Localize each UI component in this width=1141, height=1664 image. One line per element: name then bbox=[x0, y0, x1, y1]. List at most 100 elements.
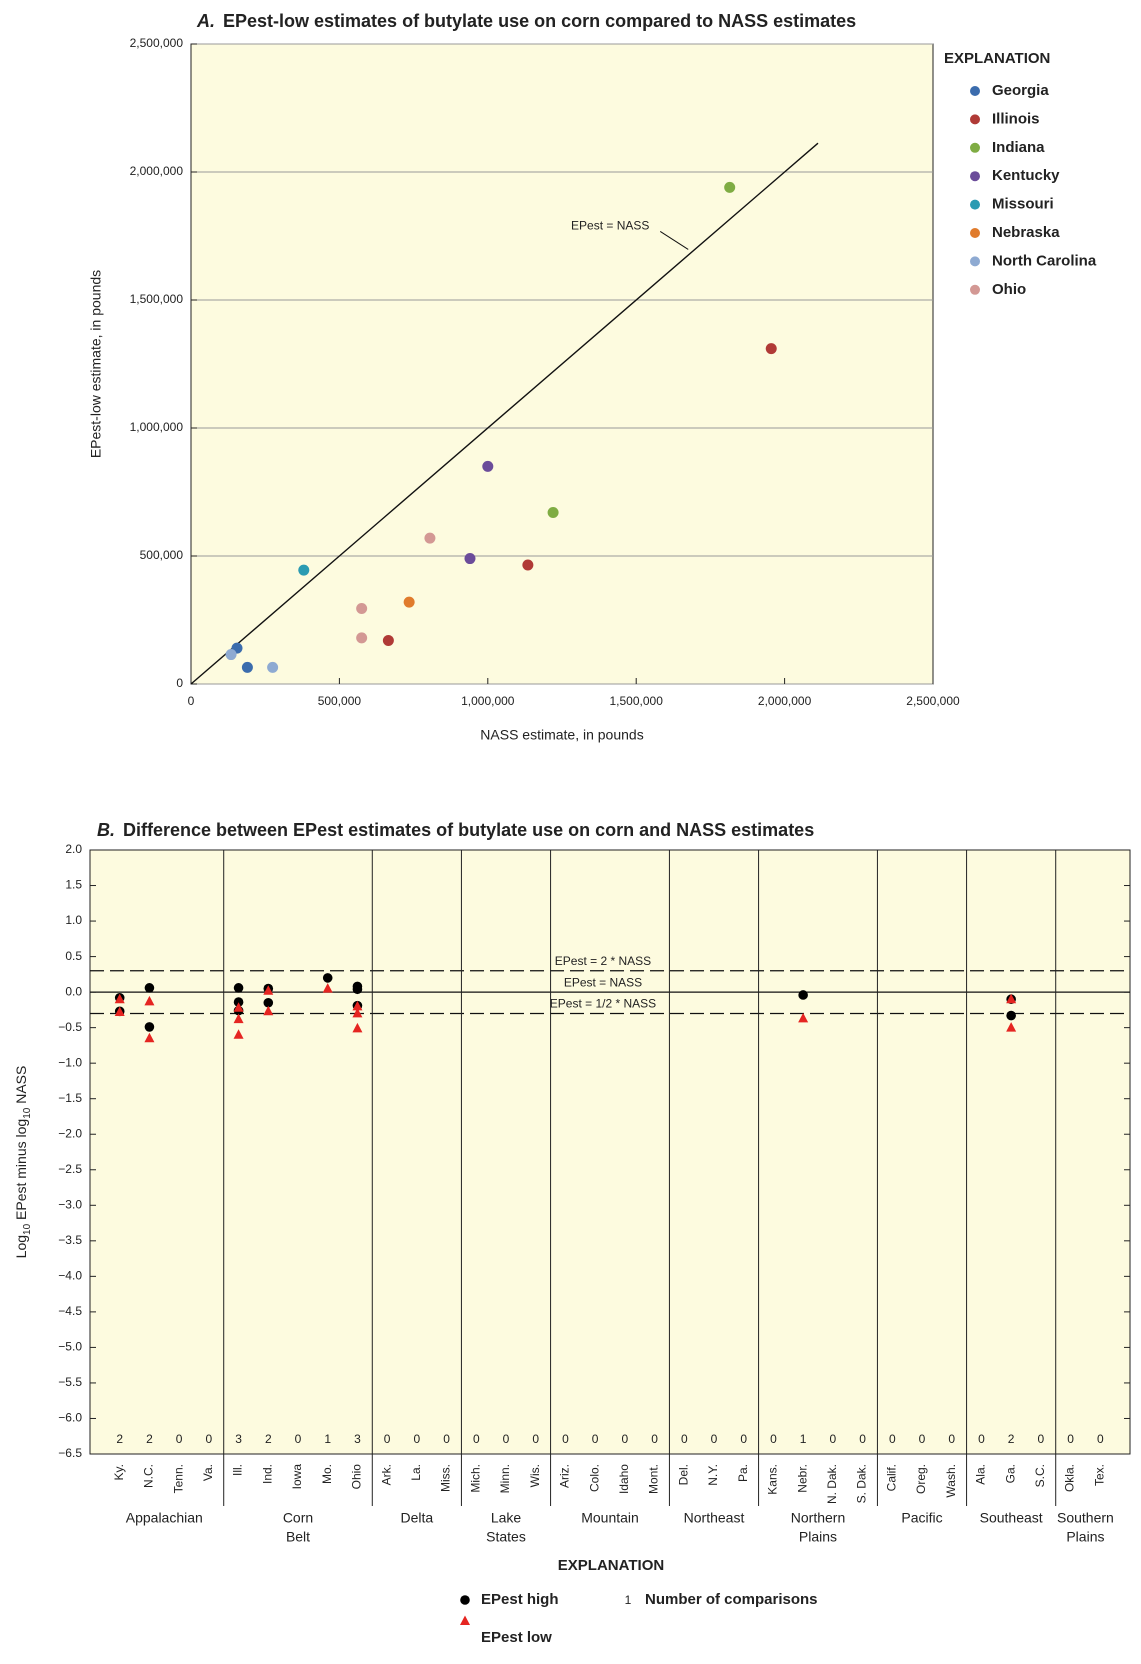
legend-swatch bbox=[970, 171, 980, 182]
x-tick-label: La. bbox=[409, 1464, 423, 1481]
count-label: 1 bbox=[324, 1432, 331, 1446]
data-point bbox=[765, 343, 777, 355]
count-label: 0 bbox=[770, 1432, 777, 1446]
count-label: 1 bbox=[800, 1432, 807, 1446]
title-text: EPest-low estimates of butylate use on c… bbox=[223, 11, 856, 31]
y-tick-label: −6.5 bbox=[58, 1446, 82, 1460]
data-point bbox=[522, 559, 534, 571]
x-tick-label: S.C. bbox=[1033, 1464, 1047, 1487]
y-tick-label: 2,500,000 bbox=[130, 36, 184, 50]
count-label: 3 bbox=[354, 1432, 361, 1446]
data-point bbox=[798, 1012, 809, 1023]
count-label: 0 bbox=[206, 1432, 213, 1446]
x-tick-label: Minn. bbox=[498, 1464, 512, 1493]
legend-label: Illinois bbox=[992, 110, 1040, 127]
x-tick-label: Ind. bbox=[260, 1464, 274, 1484]
x-tick-label: Colo. bbox=[587, 1464, 601, 1492]
data-point bbox=[798, 990, 808, 1000]
y-tick-label: −5.5 bbox=[58, 1375, 82, 1389]
y-tick-label: −0.5 bbox=[58, 1020, 82, 1034]
y-tick-label: −4.0 bbox=[58, 1269, 82, 1283]
count-label: 0 bbox=[651, 1432, 658, 1446]
legend-swatch bbox=[970, 199, 980, 210]
y-tick-label: 1.0 bbox=[65, 913, 82, 927]
data-point bbox=[356, 602, 368, 614]
count-label: 0 bbox=[295, 1432, 302, 1446]
x-tick-label: Ky. bbox=[112, 1464, 126, 1480]
data-point bbox=[382, 634, 394, 646]
x-tick-label: 1,000,000 bbox=[461, 694, 515, 708]
panel-label: A. bbox=[196, 11, 215, 31]
group-label: Belt bbox=[286, 1529, 310, 1545]
y-tick-label: 1,500,000 bbox=[130, 292, 184, 306]
legend-swatch bbox=[970, 114, 980, 125]
y-tick-label: −6.0 bbox=[58, 1411, 82, 1425]
x-tick-label: S. Dak. bbox=[855, 1464, 869, 1503]
chart-title: B. Difference between EPest estimates of … bbox=[97, 820, 814, 840]
data-point bbox=[144, 995, 155, 1006]
y-tick-label: 0.5 bbox=[65, 949, 82, 963]
y-axis-label-part: NASS bbox=[13, 1066, 29, 1108]
data-point bbox=[233, 1002, 244, 1012]
count-label: 2 bbox=[265, 1432, 272, 1446]
x-tick-label: Ariz. bbox=[558, 1464, 572, 1488]
count-label: 2 bbox=[116, 1432, 123, 1446]
x-tick-label: Tex. bbox=[1092, 1464, 1106, 1486]
legend-label: North Carolina bbox=[992, 252, 1097, 269]
count-label: 0 bbox=[562, 1432, 569, 1446]
group-label: Appalachian bbox=[126, 1510, 203, 1526]
identity-label: EPest = NASS bbox=[571, 219, 649, 233]
data-point bbox=[225, 649, 237, 661]
y-tick-label: 2,000,000 bbox=[130, 164, 184, 178]
x-tick-label: Tenn. bbox=[171, 1464, 185, 1493]
data-point bbox=[263, 985, 274, 995]
data-point bbox=[233, 1029, 244, 1039]
y-tick-label: −2.0 bbox=[58, 1126, 82, 1140]
group-label: Plains bbox=[799, 1529, 837, 1545]
legend-swatch bbox=[970, 86, 980, 96]
x-tick-label: Mo. bbox=[320, 1464, 334, 1484]
data-point bbox=[1006, 1010, 1016, 1021]
y-tick-label: 2.0 bbox=[65, 842, 82, 856]
reference-label: EPest = 2 * NASS bbox=[555, 954, 651, 968]
reference-label: EPest = NASS bbox=[564, 975, 642, 989]
count-label: 0 bbox=[859, 1432, 866, 1446]
x-tick-label: Oreg. bbox=[914, 1464, 928, 1494]
x-tick-label: N. Dak. bbox=[825, 1464, 839, 1504]
count-label: 0 bbox=[830, 1432, 837, 1446]
data-point bbox=[267, 661, 279, 673]
count-label: 0 bbox=[384, 1432, 391, 1446]
x-tick-label: N.C. bbox=[142, 1464, 156, 1488]
count-label: 0 bbox=[681, 1432, 688, 1446]
y-tick-label: −4.5 bbox=[58, 1304, 82, 1318]
legend-label: Nebraska bbox=[992, 224, 1060, 241]
group-label: Northern bbox=[791, 1510, 845, 1526]
data-point bbox=[233, 1013, 244, 1024]
count-label: 0 bbox=[948, 1432, 955, 1446]
count-label: 0 bbox=[443, 1432, 450, 1446]
count-legend-label: Number of comparisons bbox=[645, 1591, 818, 1608]
count-label: 0 bbox=[919, 1432, 926, 1446]
y-tick-label: −5.0 bbox=[58, 1340, 82, 1354]
data-point bbox=[1006, 993, 1017, 1004]
reference-label: EPest = 1/2 * NASS bbox=[550, 997, 656, 1011]
data-point bbox=[263, 1005, 274, 1016]
data-point bbox=[352, 984, 363, 995]
x-tick-label: 2,500,000 bbox=[906, 694, 960, 708]
count-label: 2 bbox=[1008, 1432, 1015, 1446]
group-label: Lake bbox=[491, 1510, 522, 1526]
group-label: Plains bbox=[1066, 1529, 1104, 1545]
y-tick-label: −1.5 bbox=[58, 1091, 82, 1105]
identity-line bbox=[190, 142, 819, 685]
x-tick-label: Calif. bbox=[884, 1464, 898, 1491]
data-point bbox=[322, 983, 333, 993]
legend-label: EPest high bbox=[481, 1591, 559, 1608]
legend-swatch bbox=[970, 256, 980, 267]
y-tick-label: 1,000,000 bbox=[130, 420, 184, 434]
x-tick-label: Nebr. bbox=[795, 1464, 809, 1493]
reference-label: EPest = 1/2 * NASS bbox=[550, 997, 656, 1011]
count-label: 0 bbox=[711, 1432, 718, 1446]
count-label: 3 bbox=[235, 1432, 242, 1446]
count-label: 0 bbox=[592, 1432, 599, 1446]
